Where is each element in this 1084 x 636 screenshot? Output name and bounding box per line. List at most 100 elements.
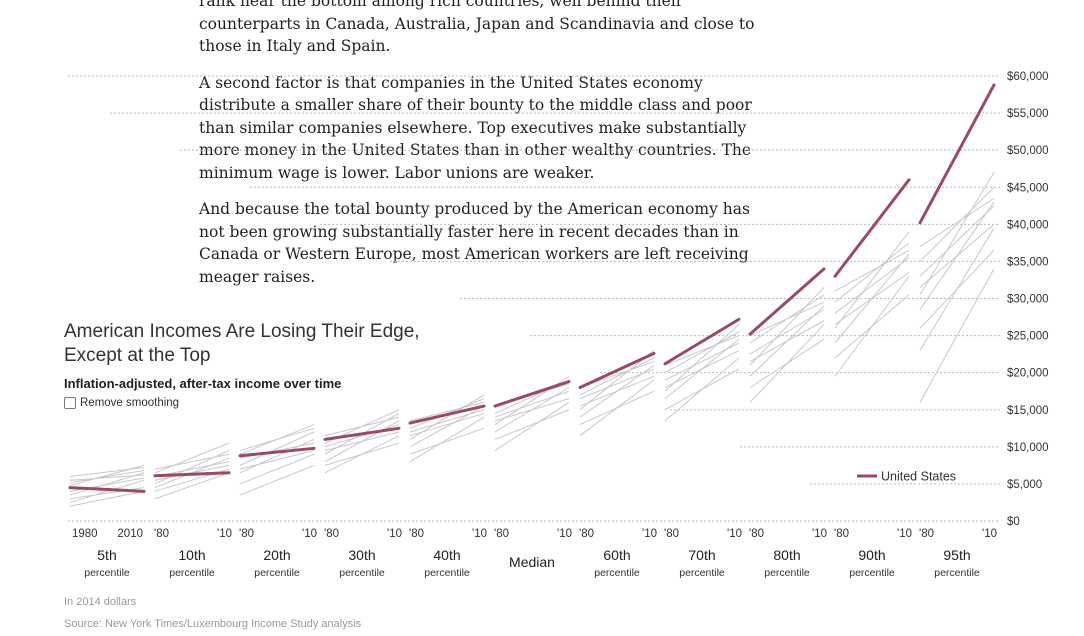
y-tick-label: $45,000 (1007, 182, 1049, 194)
x-tick-start: '80 (919, 528, 934, 540)
other-country-line (324, 416, 400, 437)
percentile-sublabel: percentile (339, 567, 385, 579)
percentile-sublabel: percentile (594, 567, 640, 579)
other-country-line (239, 427, 315, 452)
other-country-line (834, 294, 910, 359)
percentile-label: 40th (433, 547, 460, 563)
remove-smoothing-checkbox[interactable] (64, 397, 76, 409)
percentile-label: 80th (773, 547, 800, 563)
percentile-sublabel: percentile (679, 567, 725, 579)
percentile-label: 60th (603, 547, 630, 563)
other-country-line (749, 320, 825, 362)
other-country-line (919, 205, 995, 277)
source-note: Source: New York Times/Luxembourg Income… (64, 618, 362, 630)
other-country-line (664, 324, 740, 392)
chart-title-line-2: Except at the Top (64, 345, 211, 366)
y-tick-label: $40,000 (1007, 219, 1049, 231)
other-country-line (69, 474, 145, 481)
y-tick-label: $5,000 (1007, 479, 1042, 491)
x-tick-start: '80 (239, 528, 254, 540)
other-country-line (919, 268, 995, 403)
other-country-line (749, 301, 825, 337)
y-tick-label: $25,000 (1007, 331, 1049, 343)
other-country-line (494, 401, 570, 451)
x-tick-start: '80 (154, 528, 169, 540)
x-tick-end: '10 (472, 528, 487, 540)
x-tick-start: '80 (324, 528, 339, 540)
chart-title: American Incomes Are Losing Their Edge, … (64, 320, 420, 368)
x-tick-start: 1980 (72, 528, 98, 540)
y-tick-label: $10,000 (1007, 442, 1049, 454)
other-country-line (69, 467, 145, 477)
other-country-line (239, 431, 315, 466)
us-line (408, 404, 486, 425)
x-tick-end: '10 (812, 528, 827, 540)
percentile-sublabel: percentile (849, 567, 895, 579)
percentile-label: 20th (263, 547, 290, 563)
x-tick-start: '80 (409, 528, 424, 540)
other-country-line (834, 242, 910, 303)
other-country-line (69, 490, 145, 507)
other-country-line (919, 172, 995, 296)
percentile-label: 5th (97, 547, 116, 563)
other-country-line (324, 431, 400, 452)
article-text: rank near the bottom among rich countrie… (199, 0, 759, 302)
x-tick-end: 2010 (117, 528, 143, 540)
remove-smoothing-toggle[interactable]: Remove smoothing (64, 397, 179, 409)
other-country-line (579, 390, 655, 426)
us-line (578, 351, 656, 389)
y-tick-label: $30,000 (1007, 294, 1049, 306)
percentile-label: 10th (178, 547, 205, 563)
chart-title-line-1: American Incomes Are Losing Their Edge, (64, 321, 420, 342)
other-country-line (324, 424, 400, 448)
other-country-line (834, 231, 910, 329)
us-line (323, 426, 401, 441)
other-country-line (749, 338, 825, 388)
us-line (663, 317, 741, 366)
other-country-line (154, 450, 230, 485)
other-country-line (919, 223, 995, 288)
y-tick-label: $15,000 (1007, 405, 1049, 417)
other-country-line (409, 409, 485, 433)
units-note: In 2014 dollars (64, 596, 137, 608)
other-country-line (409, 416, 485, 463)
y-tick-label: $55,000 (1007, 108, 1049, 120)
other-country-line (154, 472, 230, 500)
percentile-sublabel: percentile (254, 567, 300, 579)
other-country-line (749, 309, 825, 355)
y-tick-label: $20,000 (1007, 368, 1049, 380)
other-country-line (579, 357, 655, 396)
x-tick-end: '10 (982, 528, 997, 540)
article-paragraph-3: And because the total bounty produced by… (199, 200, 750, 286)
x-tick-start: '80 (749, 528, 764, 540)
x-tick-end: '10 (897, 528, 912, 540)
x-tick-end: '10 (387, 528, 402, 540)
other-country-line (834, 249, 910, 292)
other-country-line (324, 442, 400, 466)
other-country-line (494, 390, 570, 418)
us-line (153, 471, 231, 478)
other-country-line (239, 453, 315, 485)
x-tick-start: '80 (579, 528, 594, 540)
remove-smoothing-label[interactable]: Remove smoothing (80, 397, 180, 409)
legend-us-label: United States (881, 470, 956, 484)
other-country-line (919, 197, 995, 248)
other-country-line (494, 398, 570, 422)
us-line (748, 267, 826, 336)
x-tick-start: '80 (494, 528, 509, 540)
other-country-line (409, 427, 485, 455)
other-country-line (834, 257, 910, 314)
other-country-line (494, 409, 570, 440)
chart-subtitle: Inflation-adjusted, after-tax income ove… (64, 376, 342, 391)
article-paragraph-1: rank near the bottom among rich countrie… (199, 0, 755, 55)
us-line (918, 83, 996, 225)
other-country-line (664, 335, 740, 366)
x-tick-end: '10 (557, 528, 572, 540)
other-country-line (69, 479, 145, 503)
other-country-line (579, 375, 655, 407)
percentile-label: 90th (858, 547, 885, 563)
article-paragraph-2: A second factor is that companies in the… (199, 73, 752, 182)
x-tick-start: '80 (664, 528, 679, 540)
us-line (238, 446, 316, 458)
